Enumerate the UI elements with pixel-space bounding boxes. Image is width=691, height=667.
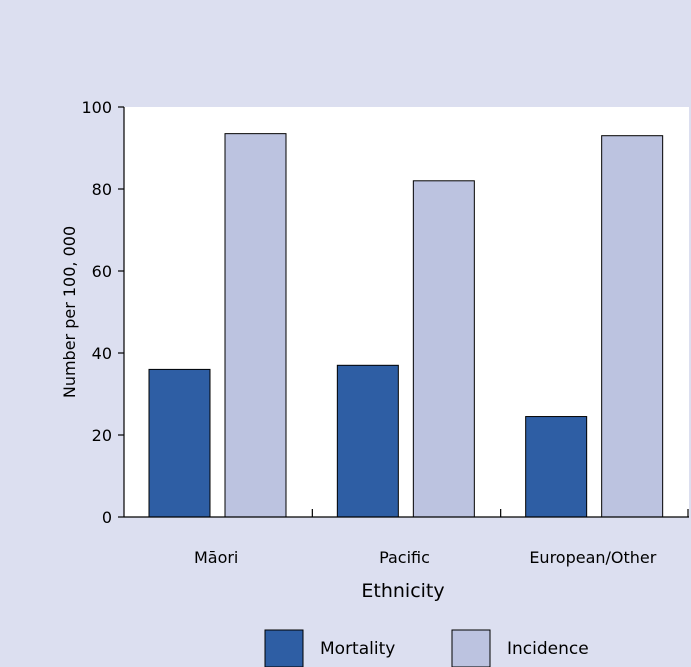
plot-area <box>124 107 689 517</box>
y-axis-title: Number per 100, 000 <box>60 226 79 398</box>
legend: Mortality Incidence <box>264 629 589 667</box>
y-tick-label: 100 <box>81 98 112 117</box>
legend-label-incidence: Incidence <box>507 639 589 659</box>
y-tick-label: 0 <box>102 508 112 527</box>
legend-swatch-mortality <box>264 629 304 667</box>
x-axis-title: Ethnicity <box>361 580 444 602</box>
y-tick-label: 80 <box>92 180 112 199</box>
x-tick-label: European/Other <box>529 548 656 567</box>
x-tick-label: Pacific <box>379 548 430 567</box>
legend-label-mortality: Mortality <box>320 639 395 659</box>
bar-incidence-2 <box>412 180 475 518</box>
x-tick-label: Māori <box>194 548 238 567</box>
axes-layer: Māori Pacific European/Other 0 20 40 60 80 100 <box>81 98 689 567</box>
bars-layer <box>148 133 664 518</box>
y-tick-label: 20 <box>92 426 112 445</box>
bar-incidence-3 <box>601 135 664 518</box>
y-tick-label: 40 <box>92 344 112 363</box>
bar-mortality-3 <box>525 416 588 518</box>
legend-swatch-incidence <box>451 629 491 667</box>
y-tick-label: 60 <box>92 262 112 281</box>
bar-incidence-1 <box>224 133 287 518</box>
bar-mortality-2 <box>336 364 399 518</box>
bar-mortality-1 <box>148 368 211 518</box>
